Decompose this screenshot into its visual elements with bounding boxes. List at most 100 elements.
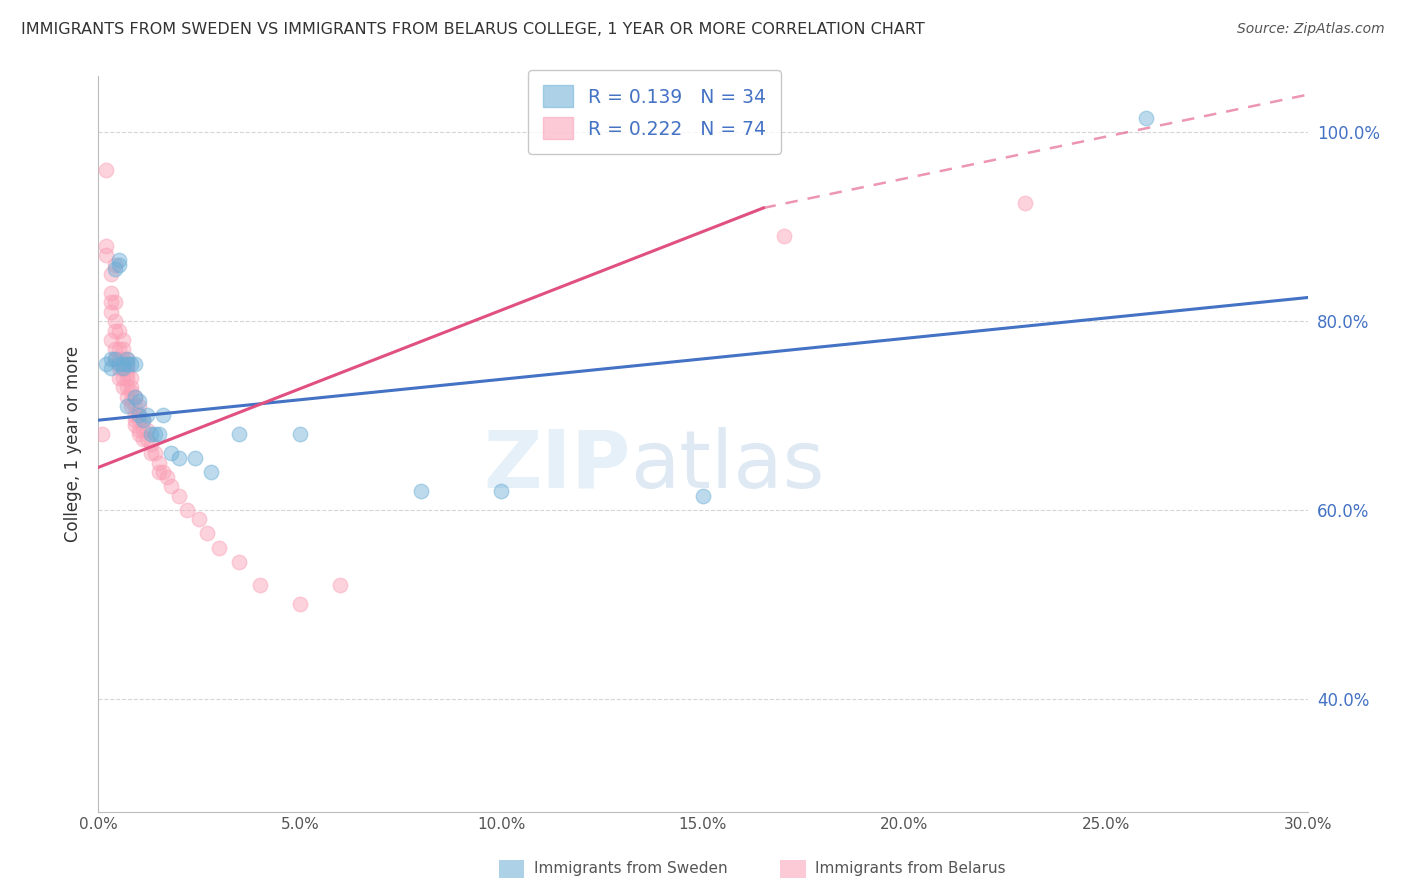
Text: Source: ZipAtlas.com: Source: ZipAtlas.com <box>1237 22 1385 37</box>
Legend: R = 0.139   N = 34, R = 0.222   N = 74: R = 0.139 N = 34, R = 0.222 N = 74 <box>529 70 782 154</box>
Point <box>124 399 146 413</box>
Point <box>103 343 125 357</box>
Point <box>124 413 146 427</box>
Point <box>135 432 157 446</box>
Point <box>120 370 142 384</box>
Point <box>184 450 207 465</box>
Point <box>167 489 190 503</box>
Point <box>772 229 794 244</box>
Point <box>692 489 714 503</box>
Point <box>100 304 122 318</box>
Point <box>288 427 311 442</box>
Point <box>115 390 138 404</box>
Point <box>139 436 162 450</box>
Point <box>115 370 138 384</box>
Point <box>208 541 231 555</box>
Point <box>111 357 134 371</box>
Point <box>156 470 179 484</box>
Point <box>115 357 138 371</box>
Point <box>111 361 134 376</box>
Point <box>91 427 114 442</box>
Point <box>200 465 222 479</box>
Point <box>132 423 155 437</box>
Point <box>111 343 134 357</box>
Point <box>491 483 513 498</box>
Point <box>103 351 125 366</box>
Point <box>124 417 146 432</box>
Point <box>135 409 157 423</box>
Point <box>115 351 138 366</box>
Text: Immigrants from Belarus: Immigrants from Belarus <box>815 862 1007 876</box>
Text: ZIP: ZIP <box>484 427 630 505</box>
Point <box>195 526 218 541</box>
Point <box>111 370 134 384</box>
Point <box>103 324 125 338</box>
Point <box>128 409 150 423</box>
Point <box>1135 112 1157 126</box>
Point <box>107 357 129 371</box>
Point <box>115 380 138 394</box>
Point <box>115 366 138 380</box>
Point <box>107 252 129 267</box>
Point <box>96 357 118 371</box>
Point <box>139 427 162 442</box>
Point <box>124 409 146 423</box>
Point <box>167 450 190 465</box>
Point <box>124 357 146 371</box>
Point <box>96 248 118 262</box>
Point <box>103 262 125 277</box>
Point <box>176 503 198 517</box>
Point <box>103 351 125 366</box>
Point <box>111 380 134 394</box>
Text: atlas: atlas <box>630 427 825 505</box>
Point <box>148 456 170 470</box>
Point <box>107 370 129 384</box>
Point <box>103 314 125 328</box>
Point <box>139 446 162 460</box>
Point <box>124 390 146 404</box>
Point <box>100 285 122 300</box>
Point <box>1014 196 1036 211</box>
Point <box>100 267 122 281</box>
Point <box>160 479 183 493</box>
Point <box>143 446 166 460</box>
Point <box>100 295 122 310</box>
Point <box>115 361 138 376</box>
Point <box>128 427 150 442</box>
Point <box>148 465 170 479</box>
Point <box>103 295 125 310</box>
Point <box>143 427 166 442</box>
Point <box>115 399 138 413</box>
Point <box>96 163 118 178</box>
Point <box>409 483 432 498</box>
Point <box>115 357 138 371</box>
Point <box>124 390 146 404</box>
Point <box>120 357 142 371</box>
Point <box>100 333 122 347</box>
Point <box>120 399 142 413</box>
Point <box>107 343 129 357</box>
Point <box>128 413 150 427</box>
Y-axis label: College, 1 year or more: College, 1 year or more <box>65 346 83 541</box>
Point <box>135 423 157 437</box>
Text: IMMIGRANTS FROM SWEDEN VS IMMIGRANTS FROM BELARUS COLLEGE, 1 YEAR OR MORE CORREL: IMMIGRANTS FROM SWEDEN VS IMMIGRANTS FRO… <box>21 22 925 37</box>
Point <box>188 512 211 526</box>
Point <box>111 333 134 347</box>
Point <box>128 394 150 409</box>
Point <box>288 597 311 611</box>
Point <box>132 413 155 427</box>
Point <box>120 394 142 409</box>
Point <box>107 258 129 272</box>
Point <box>132 432 155 446</box>
Point <box>103 258 125 272</box>
Point <box>249 578 271 592</box>
Point <box>128 423 150 437</box>
Point <box>152 409 174 423</box>
Point <box>107 351 129 366</box>
Point <box>111 361 134 376</box>
Point <box>120 384 142 399</box>
Point <box>96 238 118 252</box>
Point <box>107 357 129 371</box>
Point <box>132 413 155 427</box>
Point <box>128 409 150 423</box>
